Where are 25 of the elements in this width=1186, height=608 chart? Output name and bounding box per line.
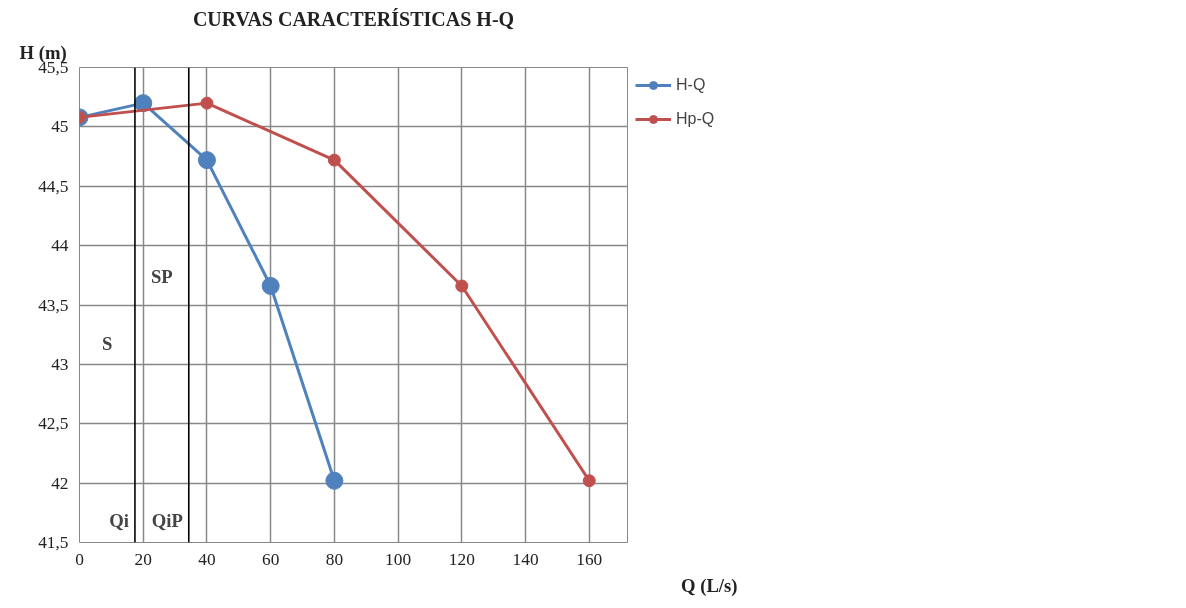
x-tick-label: 160 (576, 549, 603, 569)
x-tick-label: 140 (512, 549, 539, 569)
x-tick-label: 100 (385, 549, 412, 569)
y-tick-label: 44 (51, 236, 69, 256)
x-tick-label: 120 (448, 549, 475, 569)
x-tick-label: 80 (325, 549, 344, 569)
ref-line-label: QiP (151, 509, 183, 531)
legend-label: H-Q (676, 76, 706, 94)
annotation: SP (150, 266, 173, 287)
ref-line-label: Qi (109, 509, 129, 531)
y-tick-label: 42 (51, 473, 69, 493)
y-tick-label: 42,5 (38, 414, 69, 434)
legend-label: Hp-Q (676, 110, 715, 128)
x-tick-label: 60 (262, 549, 280, 569)
y-tick-label: 44,5 (38, 176, 69, 196)
x-tick-label: 20 (134, 549, 152, 569)
annotation: S (102, 332, 113, 354)
x-tick-label: 40 (198, 549, 216, 569)
x-axis-title: Q (L/s) (681, 574, 738, 597)
y-tick-label: 41,5 (38, 533, 69, 552)
y-tick-label: 45 (51, 117, 69, 137)
y-tick-label: 43,5 (38, 295, 69, 315)
chart-title: CURVAS CARACTERÍSTICAS H-Q (192, 7, 515, 30)
y-tick-label: 43 (51, 354, 69, 374)
x-tick-label: 0 (75, 549, 84, 569)
